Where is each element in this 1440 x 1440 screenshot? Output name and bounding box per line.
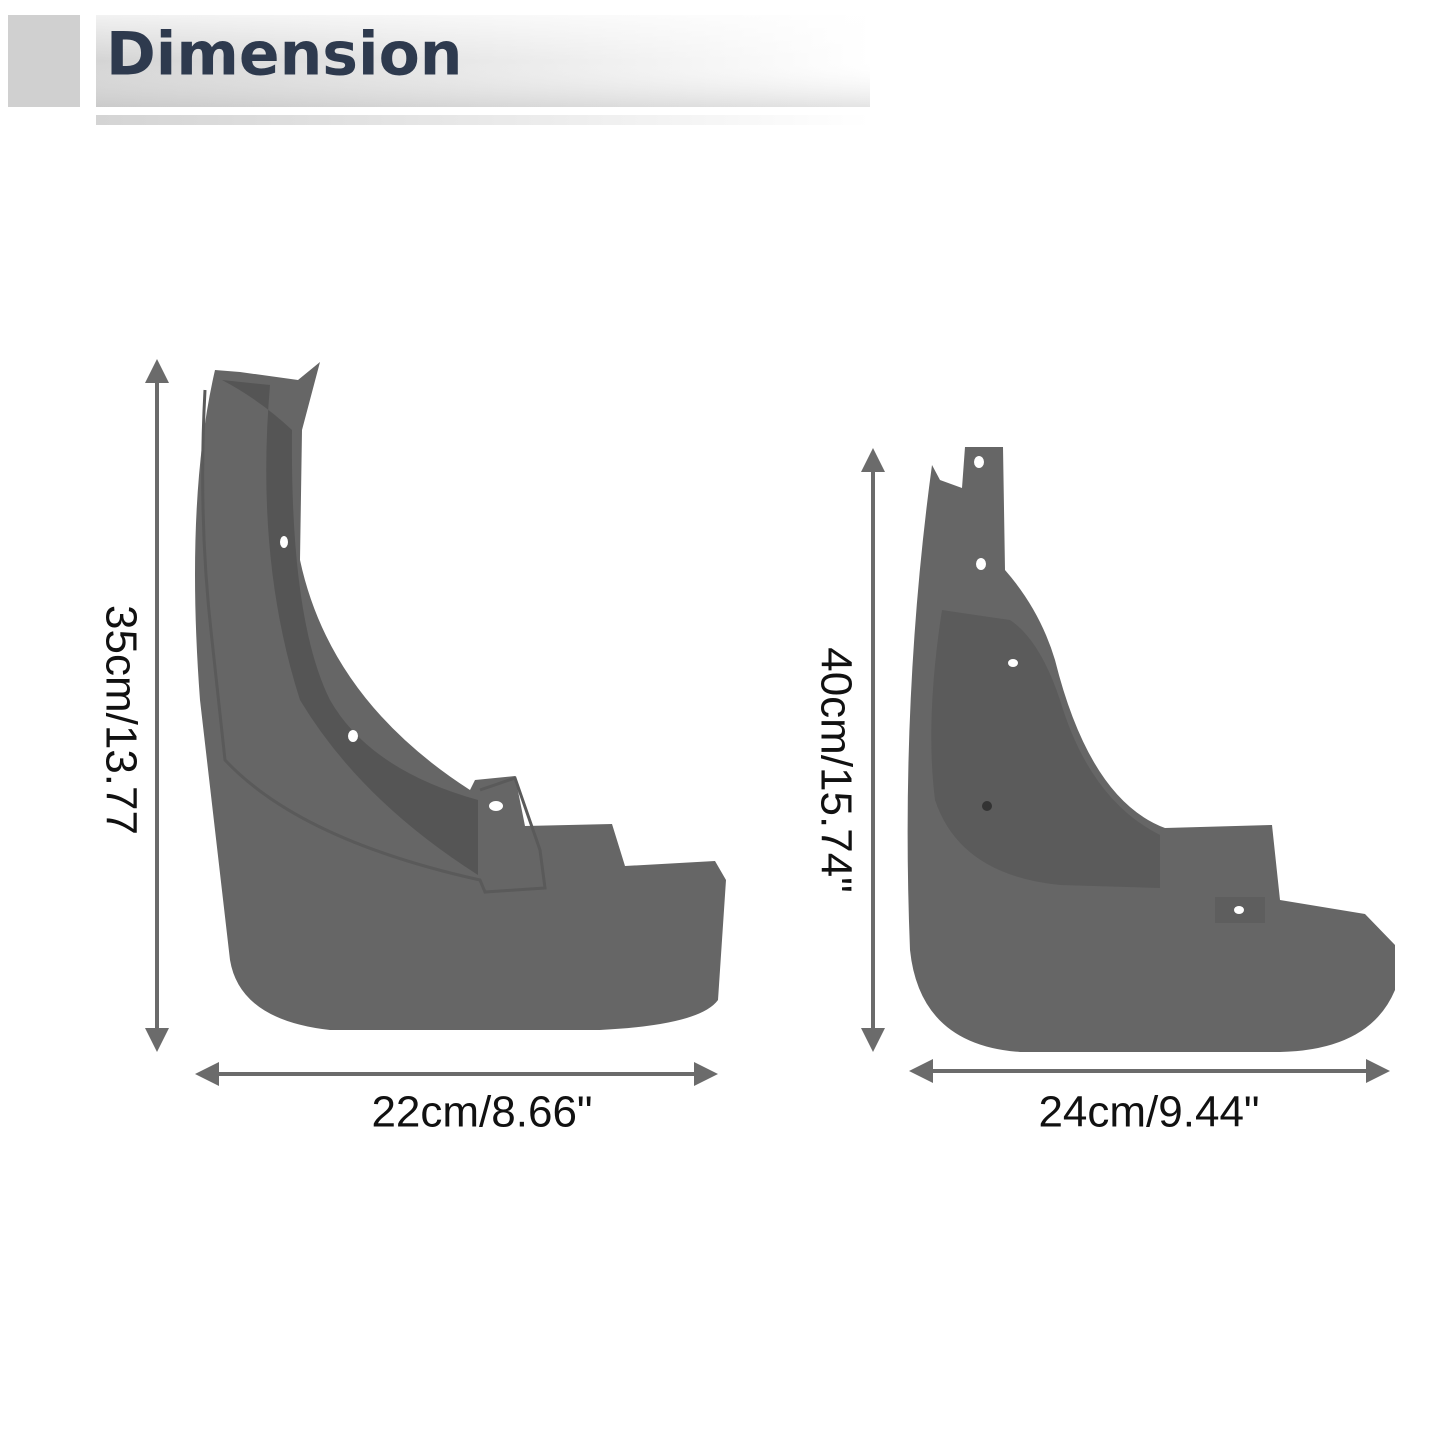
flap-hole (976, 558, 986, 570)
header-shade (96, 15, 870, 107)
width-label: 24cm/9.44" (1038, 1088, 1259, 1137)
flap-hole (982, 801, 992, 811)
flap-hole (489, 801, 503, 811)
flap-edge (201, 389, 547, 894)
flap-body (907, 447, 1395, 1052)
height-label: 35cm/13.77 (96, 605, 145, 835)
header-block (8, 15, 80, 107)
flap-hole (1234, 906, 1244, 914)
header-title: Dimension (106, 20, 463, 90)
width-label: 22cm/8.66" (371, 1088, 592, 1137)
mud-flap-right (907, 447, 1395, 1052)
flap-hole (280, 536, 288, 548)
height-label: 40cm/15.74" (811, 647, 860, 893)
flap-inner (222, 380, 478, 875)
flap-hole (1008, 659, 1018, 667)
flap-hole (348, 730, 358, 742)
flap-hole (974, 456, 984, 468)
header: Dimension (8, 15, 870, 125)
flap-inner (931, 610, 1160, 888)
mud-flap-left (195, 362, 726, 1030)
flap-body (195, 362, 726, 1030)
header-underline (96, 115, 870, 125)
